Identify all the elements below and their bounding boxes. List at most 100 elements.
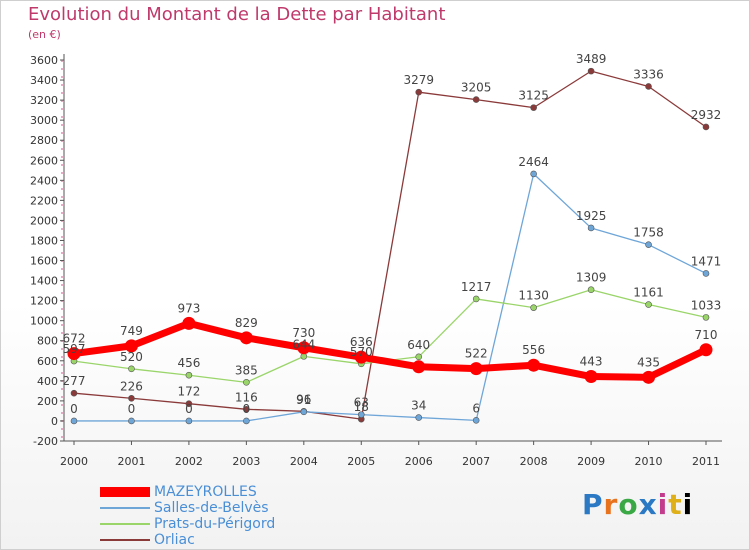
y-tick-label: 200: [37, 395, 58, 408]
y-tick-label: 1800: [30, 234, 58, 247]
data-point-mazeyrolles: [67, 347, 81, 361]
data-label-prats-du-perigord: 640: [407, 338, 430, 352]
data-point-prats-du-perigord: [587, 286, 595, 294]
data-point-prats-du-perigord: [415, 353, 423, 361]
legend-item-salles-de-belves: Salles-de-Belvès: [100, 500, 275, 516]
data-label-orliac: 277: [63, 374, 86, 388]
data-point-salles-de-belves: [70, 417, 78, 425]
data-label-salles-de-belves: 0: [185, 402, 193, 416]
data-label-salles-de-belves: 0: [128, 402, 136, 416]
legend-label-mazeyrolles: MAZEYROLLES: [154, 484, 257, 500]
data-point-salles-de-belves: [243, 417, 250, 425]
data-point-salles-de-belves: [415, 414, 423, 421]
data-label-prats-du-perigord: 1130: [518, 289, 549, 303]
data-point-salles-de-belves: [645, 241, 652, 248]
legend-item-orliac: Orliac: [100, 532, 275, 548]
y-tick-label: 3400: [30, 74, 58, 87]
data-label-mazeyrolles: 435: [637, 355, 660, 369]
legend-swatch-orliac: [100, 539, 150, 541]
data-label-salles-de-belves: 91: [296, 393, 311, 407]
x-tick-label: 2010: [635, 455, 663, 468]
data-point-prats-du-perigord: [645, 301, 652, 308]
chart-unit-label: (en €): [28, 28, 61, 41]
data-label-mazeyrolles: 443: [580, 355, 603, 369]
data-label-prats-du-perigord: 385: [235, 363, 258, 377]
data-point-mazeyrolles: [239, 331, 253, 345]
data-point-prats-du-perigord: [243, 379, 250, 386]
y-tick-label: 400: [37, 375, 58, 388]
data-point-salles-de-belves: [587, 224, 595, 232]
data-label-orliac: 3125: [518, 89, 549, 103]
proxiti-logo: Proxiti: [582, 488, 694, 521]
data-point-mazeyrolles: [527, 358, 541, 372]
data-label-mazeyrolles: 829: [235, 316, 258, 330]
data-label-prats-du-perigord: 1161: [633, 286, 664, 300]
data-label-salles-de-belves: 1925: [576, 209, 607, 223]
data-point-mazeyrolles: [412, 360, 426, 374]
data-point-orliac: [70, 389, 78, 397]
data-point-salles-de-belves: [530, 170, 537, 178]
series-line-mazeyrolles: [70, 319, 710, 381]
data-point-mazeyrolles: [584, 370, 598, 384]
series-line-prats-du-perigord: [73, 289, 707, 383]
data-label-prats-du-perigord: 520: [120, 350, 143, 364]
data-point-salles-de-belves: [185, 417, 193, 425]
data-point-salles-de-belves: [357, 411, 365, 418]
data-point-orliac: [185, 400, 193, 408]
y-tick-label: 2600: [30, 154, 58, 167]
data-point-salles-de-belves: [128, 417, 135, 425]
y-tick-label: 1600: [30, 255, 58, 268]
data-point-prats-du-perigord: [472, 295, 480, 303]
data-label-prats-du-perigord: 644: [292, 337, 315, 351]
y-tick-label: 3000: [30, 114, 58, 127]
data-label-orliac: 3489: [576, 52, 607, 66]
data-label-orliac: 226: [120, 379, 143, 393]
data-label-prats-du-perigord: 570: [350, 345, 373, 359]
y-tick-label: 2200: [30, 194, 58, 207]
data-label-orliac: 172: [177, 385, 200, 399]
data-label-orliac: 3279: [403, 73, 434, 87]
data-point-prats-du-perigord: [300, 353, 308, 360]
data-label-mazeyrolles: 749: [120, 324, 143, 338]
data-point-mazeyrolles: [124, 339, 138, 353]
data-label-salles-de-belves: 34: [411, 399, 426, 413]
data-label-salles-de-belves: 6: [472, 401, 480, 415]
data-label-orliac: 3336: [633, 67, 664, 81]
legend-swatch-mazeyrolles: [100, 487, 150, 497]
data-point-orliac: [530, 104, 537, 111]
data-label-mazeyrolles: 556: [522, 343, 545, 357]
x-tick-label: 2004: [290, 455, 318, 468]
data-point-orliac: [587, 67, 595, 75]
y-tick-label: 800: [37, 335, 58, 348]
data-label-salles-de-belves: 0: [70, 402, 78, 416]
data-point-salles-de-belves: [472, 417, 480, 424]
legend-item-prats-du-perigord: Prats-du-Périgord: [100, 516, 275, 532]
x-tick-label: 2001: [117, 455, 145, 468]
data-point-mazeyrolles: [354, 350, 368, 364]
x-tick-label: 2006: [405, 455, 433, 468]
y-tick-label: 600: [37, 355, 58, 368]
y-tick-label: 1200: [30, 295, 58, 308]
data-point-prats-du-perigord: [702, 314, 710, 321]
y-tick-label: 0: [51, 415, 58, 428]
legend-swatch-salles-de-belves: [100, 507, 150, 509]
y-tick-label: 2400: [30, 174, 58, 187]
data-point-prats-du-perigord: [185, 371, 193, 379]
data-label-prats-du-perigord: 1033: [691, 298, 722, 312]
data-point-orliac: [128, 394, 135, 402]
x-tick-label: 2005: [347, 455, 375, 468]
data-point-orliac: [702, 123, 710, 131]
data-label-salles-de-belves: 1758: [633, 226, 664, 240]
legend-swatch-prats-du-perigord: [100, 523, 150, 525]
y-tick-label: 3600: [30, 54, 58, 67]
data-label-orliac: 2932: [691, 108, 722, 122]
data-label-salles-de-belves: 63: [354, 396, 369, 410]
x-tick-label: 2009: [577, 455, 605, 468]
legend-item-mazeyrolles: MAZEYROLLES: [100, 484, 275, 500]
data-label-mazeyrolles: 730: [292, 326, 315, 340]
y-tick-label: 2800: [30, 134, 58, 147]
data-point-orliac: [415, 88, 423, 96]
data-point-mazeyrolles: [642, 370, 656, 384]
x-tick-label: 2008: [520, 455, 548, 468]
